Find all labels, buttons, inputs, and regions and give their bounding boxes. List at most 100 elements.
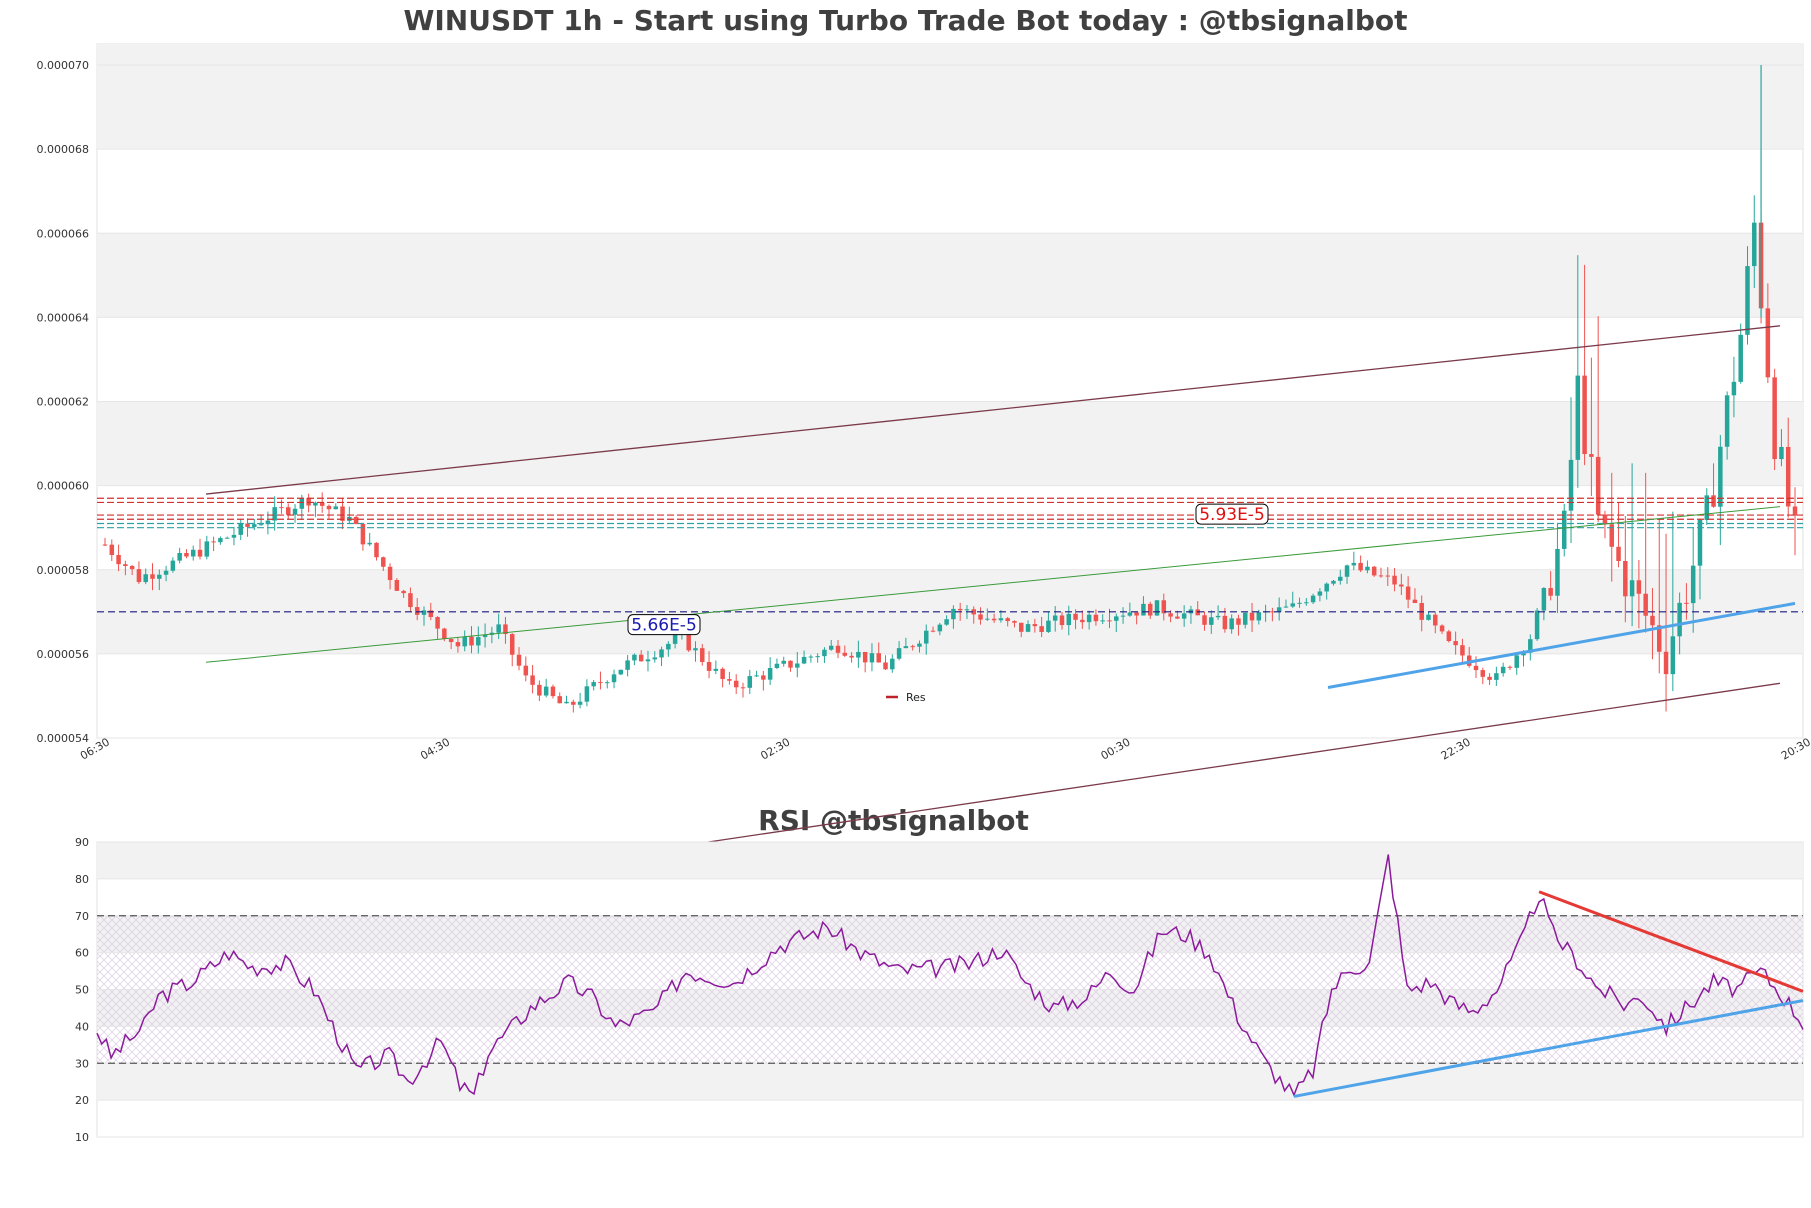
candle-body [1032, 624, 1038, 627]
candle-body [1039, 626, 1044, 632]
candle-body [224, 537, 230, 539]
candle-body [109, 544, 115, 556]
x-tick-label: 00:30 [1099, 735, 1133, 762]
candle-body [1561, 510, 1567, 549]
y-tick-label: 0.000068 [37, 143, 90, 156]
candle-body [1093, 614, 1099, 622]
candle-body [1331, 580, 1336, 584]
candle-body [1059, 615, 1065, 626]
candle-body [537, 684, 542, 696]
chart-title: WINUSDT 1h - Start using Turbo Trade Bot… [403, 4, 1408, 37]
candle-body [1453, 641, 1458, 646]
candle-body [252, 524, 257, 527]
candle-body [1711, 495, 1716, 507]
candle-body [998, 618, 1004, 621]
candle-body [428, 610, 434, 618]
candle-body [1541, 588, 1547, 611]
candle-body [1100, 620, 1105, 622]
candle-body [951, 608, 956, 620]
candle-body [1127, 612, 1133, 616]
y-tick-label: 0.000054 [37, 732, 90, 745]
trend-line [205, 506, 1781, 663]
candle-body [835, 645, 841, 653]
candle-body [1792, 506, 1798, 516]
candle-body [1412, 599, 1418, 604]
candle-body [530, 675, 535, 685]
candle-body [571, 701, 576, 705]
y-tick-label: 0.000062 [37, 396, 90, 409]
candle-body [944, 619, 949, 625]
y-tick-label: 30 [75, 1057, 89, 1070]
candle-body [1209, 617, 1214, 625]
candle-body [1602, 514, 1608, 525]
candle-body [1154, 600, 1160, 616]
candle-body [1473, 665, 1479, 671]
candle-body [258, 524, 264, 526]
candle-body [747, 676, 753, 688]
grid-band [97, 842, 1803, 879]
candle-body [265, 520, 271, 525]
candle-body [862, 651, 868, 663]
candle-body [713, 668, 719, 671]
candle-body [795, 663, 800, 668]
candle-body [238, 523, 243, 535]
candle-body [1358, 562, 1363, 571]
candle-body [1270, 611, 1275, 613]
candle-body [564, 701, 569, 704]
candle-body [788, 660, 793, 668]
legend-label: Res [906, 691, 926, 704]
candle-body [1500, 666, 1506, 674]
candle-body [1052, 615, 1058, 621]
candle-body [1670, 636, 1676, 675]
candle-body [740, 687, 746, 689]
candle-body [1534, 610, 1540, 640]
candle-body [476, 637, 481, 646]
candle-body [1514, 655, 1519, 668]
candle-body [1385, 575, 1391, 577]
candle-body [1310, 595, 1316, 603]
candle-body [896, 648, 902, 659]
candle-body [442, 628, 447, 639]
grid-band [97, 1063, 1803, 1101]
candle-body [1704, 495, 1710, 520]
candle-body [577, 701, 583, 705]
candle-body [883, 662, 888, 670]
grid-band [97, 44, 1803, 66]
candle-body [733, 680, 739, 688]
candle-body [1575, 375, 1581, 460]
candle-body [645, 659, 651, 662]
candle-body [1718, 446, 1723, 507]
candle-body [1086, 614, 1092, 623]
candle-body [381, 557, 386, 567]
candle-body [1684, 602, 1689, 604]
candle-body [985, 618, 990, 620]
candle-body [272, 507, 277, 521]
candle-body [666, 643, 671, 650]
candle-body [1378, 575, 1384, 577]
candle-body [930, 630, 936, 632]
candle-body [1785, 446, 1791, 507]
candle-body [1738, 334, 1743, 382]
candle-body [455, 642, 461, 647]
candle-body [638, 654, 644, 662]
candle-body [856, 651, 861, 658]
candle-body [1025, 624, 1031, 632]
candle-body [1046, 620, 1051, 632]
candle-body [978, 614, 983, 620]
candle-body [957, 608, 963, 611]
candle-body [150, 574, 155, 579]
candle-body [706, 661, 712, 671]
candle-body [482, 634, 488, 638]
candle-body [591, 682, 596, 687]
y-tick-label: 0.000064 [37, 311, 90, 324]
candle-body [1548, 588, 1553, 596]
candle-body [1344, 565, 1350, 577]
candle-body [1779, 446, 1784, 460]
price-chart: 0.000054 0.000056 0.000058 0.000060 0.000062… [37, 43, 1811, 891]
grid-band [97, 233, 1803, 318]
candle-body [326, 505, 332, 510]
price-label-box [1195, 503, 1269, 525]
candle-body [543, 686, 549, 696]
trend-line [1327, 601, 1796, 690]
candle-body [509, 634, 515, 655]
